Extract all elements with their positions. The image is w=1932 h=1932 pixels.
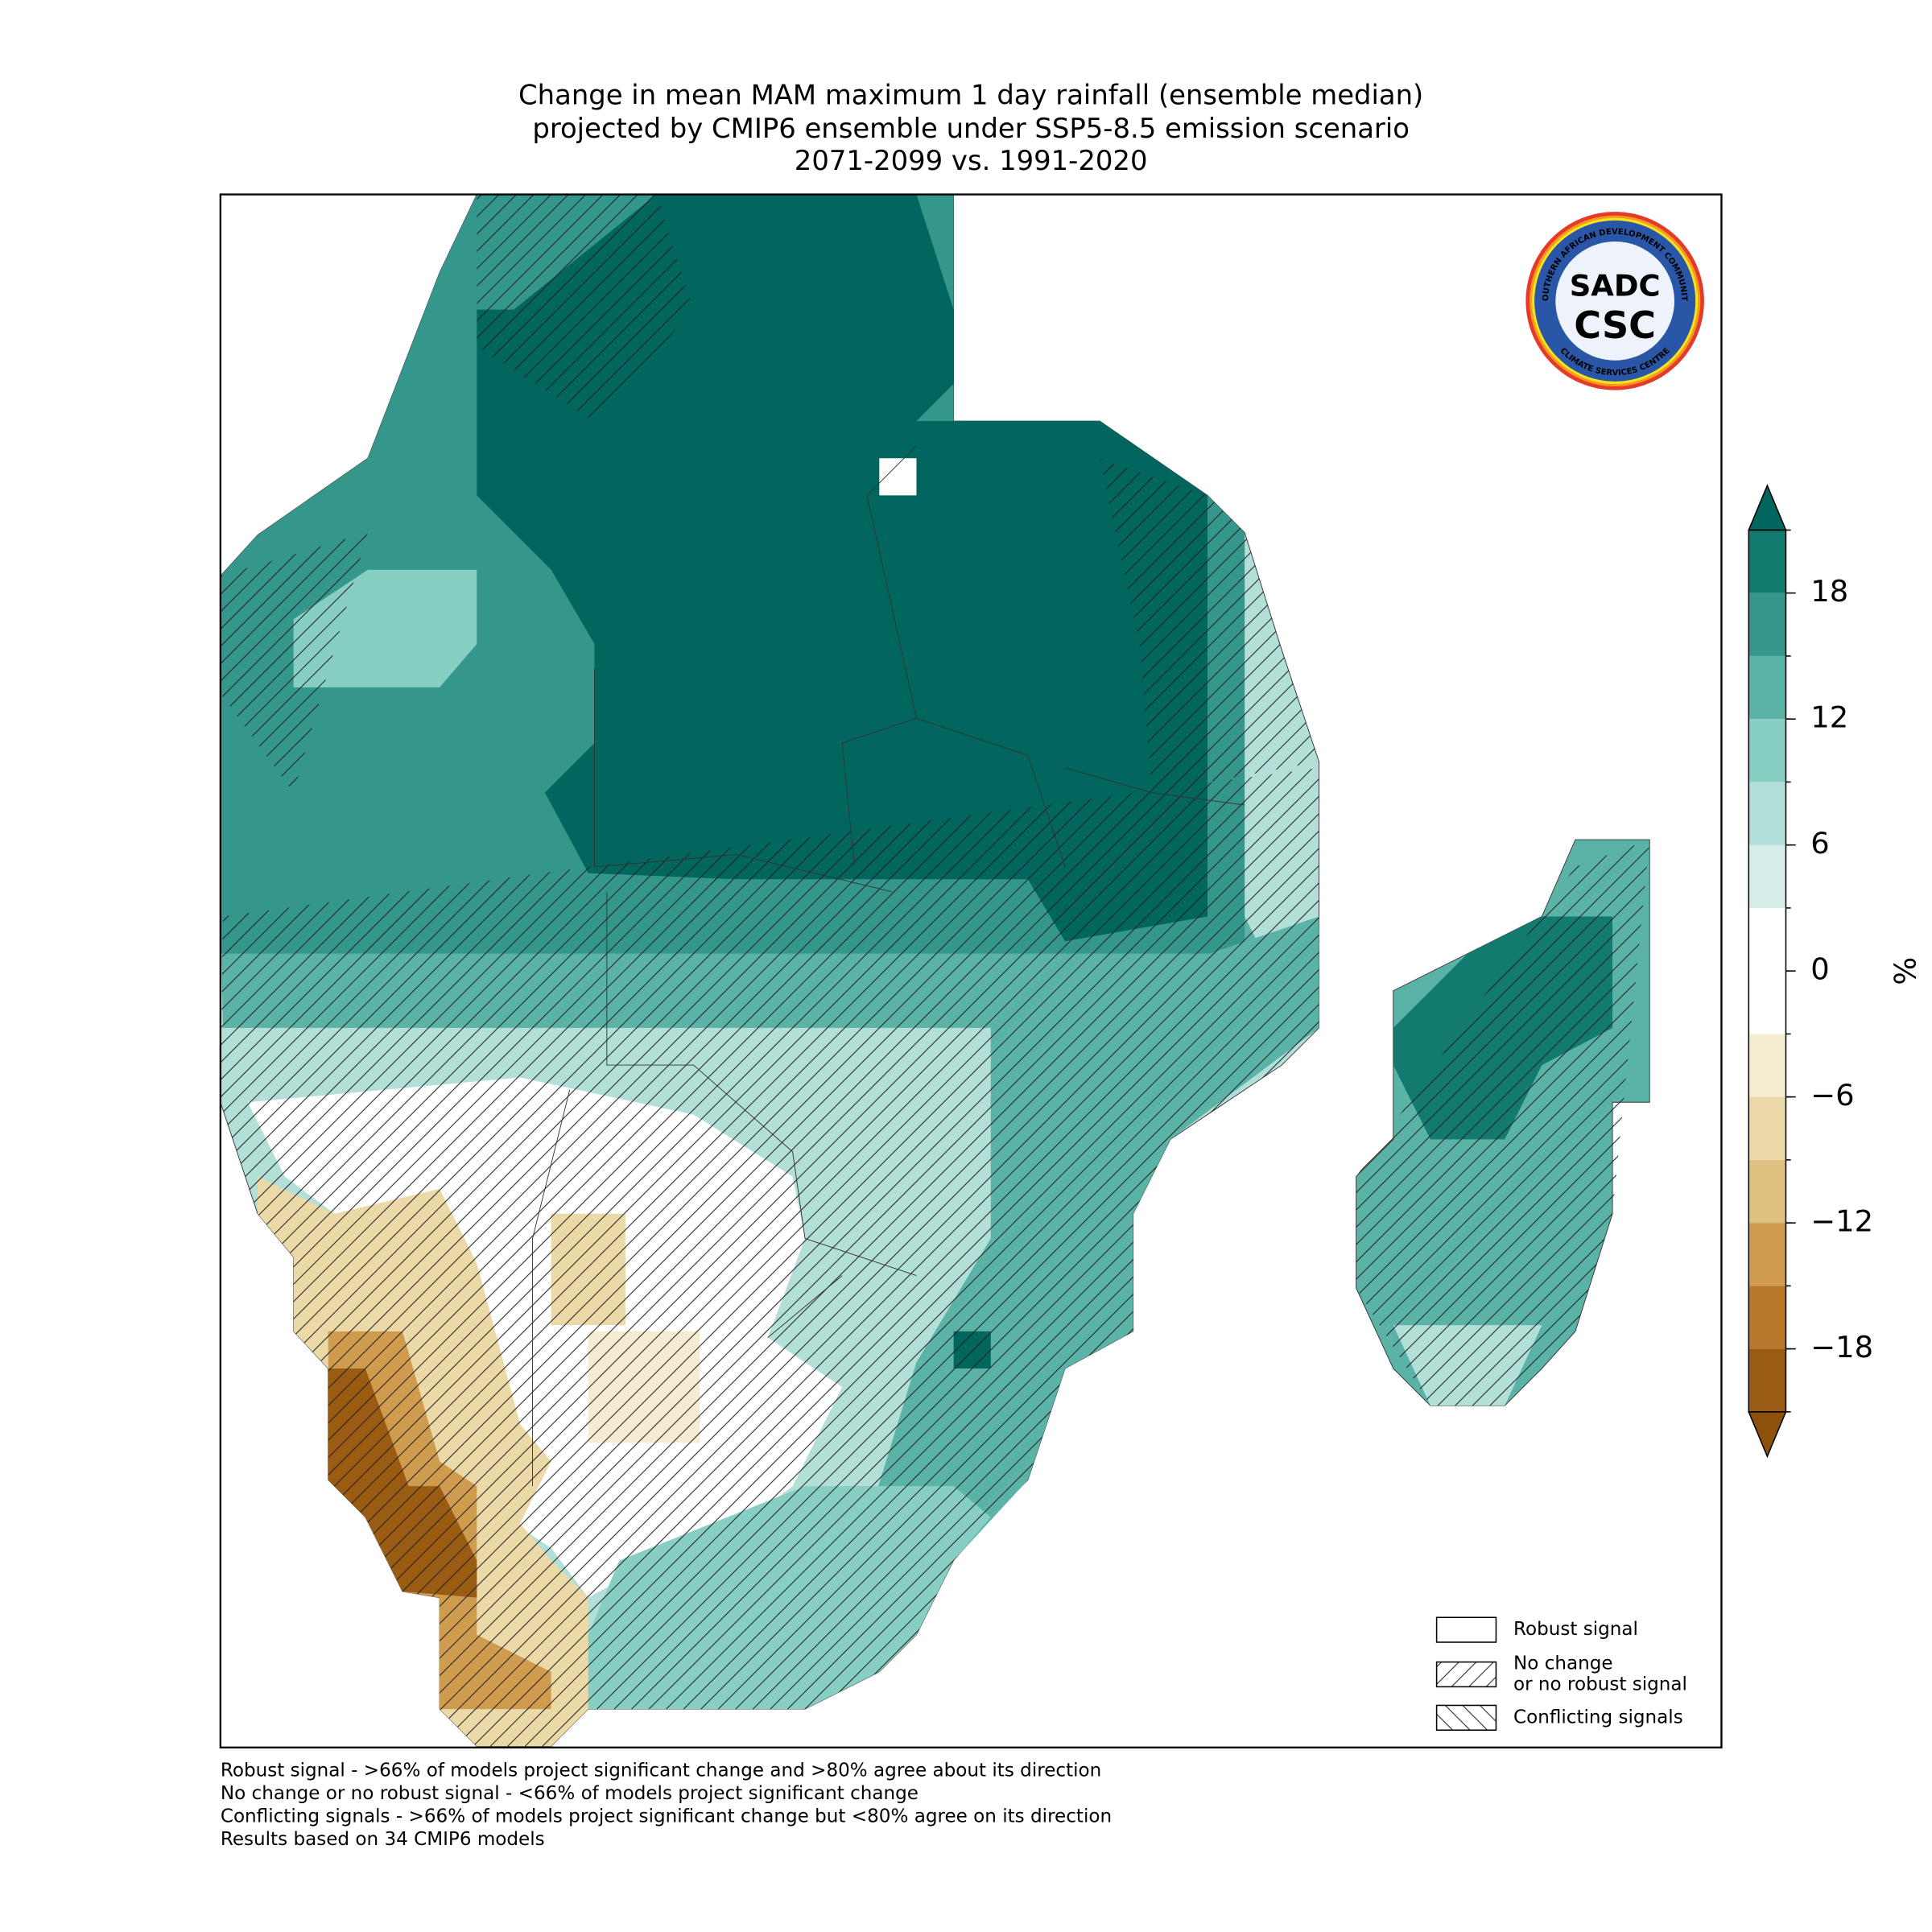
colorbar-label: %	[1889, 957, 1923, 985]
legend-label: or no robust signal	[1513, 1674, 1687, 1695]
legend-swatch	[1435, 1616, 1497, 1643]
colorbar-cell	[1748, 971, 1786, 1034]
colorbar-tick-label: 6	[1810, 826, 1829, 861]
footnotes: Robust signal - >66% of models project s…	[221, 1761, 1112, 1850]
footnote: No change or no robust signal - <66% of …	[221, 1783, 919, 1804]
colorbar-cell	[1748, 1096, 1786, 1160]
colorbar-tick-label: 12	[1810, 700, 1848, 735]
footnote: Results based on 34 CMIP6 models	[221, 1829, 545, 1850]
logo-mark: CSC	[1574, 303, 1656, 347]
colorbar-cell	[1748, 782, 1786, 845]
field-gap	[879, 458, 917, 496]
colorbar-cell	[1748, 1034, 1786, 1097]
colorbar-tick-label: 18	[1810, 574, 1848, 609]
hatch-area	[1356, 840, 1650, 1406]
colorbar-cell	[1748, 592, 1786, 656]
colorbar-cell	[1748, 1286, 1786, 1349]
legend-swatch	[1435, 1704, 1497, 1731]
legend-swatch	[1435, 1661, 1497, 1688]
hatch-area	[220, 767, 1319, 1747]
map-frame	[219, 193, 1723, 1748]
footnote: Conflicting signals - >66% of models pro…	[221, 1806, 1112, 1827]
title-line: Change in mean MAM maximum 1 day rainfal…	[518, 79, 1423, 110]
legend-label: Robust signal	[1513, 1619, 1638, 1640]
colorbar-cell	[1748, 719, 1786, 782]
colorbar-extend-low	[1748, 1411, 1787, 1459]
hatch-area	[220, 532, 368, 793]
colorbar-extend-high	[1748, 484, 1787, 531]
colorbar: 18 12 6 0 −6 −12 −18%	[1748, 484, 1923, 1459]
footnote: Robust signal - >66% of models project s…	[221, 1761, 1101, 1781]
colorbar-cell	[1748, 655, 1786, 720]
colorbar-tick-label: −18	[1810, 1330, 1873, 1364]
colorbar-tick-label: 0	[1810, 952, 1829, 987]
border-line	[532, 445, 1245, 1487]
colorbar-cell	[1748, 907, 1786, 972]
colorbar-cell	[1748, 530, 1786, 593]
hatch-area	[1100, 458, 1319, 793]
colorbar-tick-label: −6	[1810, 1078, 1854, 1113]
colorbar-frame	[1748, 529, 1787, 1413]
map	[220, 194, 1650, 1747]
colorbar-cell	[1748, 844, 1786, 908]
logo-mark: SADC	[1570, 268, 1661, 303]
title-line: projected by CMIP6 ensemble under SSP5-8…	[532, 113, 1410, 144]
legend-label: Conflicting signals	[1513, 1707, 1683, 1728]
colorbar-cell	[1748, 1348, 1786, 1412]
title-line: 2071-2099 vs. 1991-2020	[795, 145, 1148, 176]
colorbar-cell	[1748, 1159, 1786, 1224]
logo-disc	[1555, 242, 1674, 361]
hatch-area	[477, 194, 694, 422]
colorbar-tick-label: −12	[1810, 1204, 1873, 1239]
legend-label: No change	[1513, 1653, 1613, 1674]
colorbar-cell	[1748, 1223, 1786, 1286]
